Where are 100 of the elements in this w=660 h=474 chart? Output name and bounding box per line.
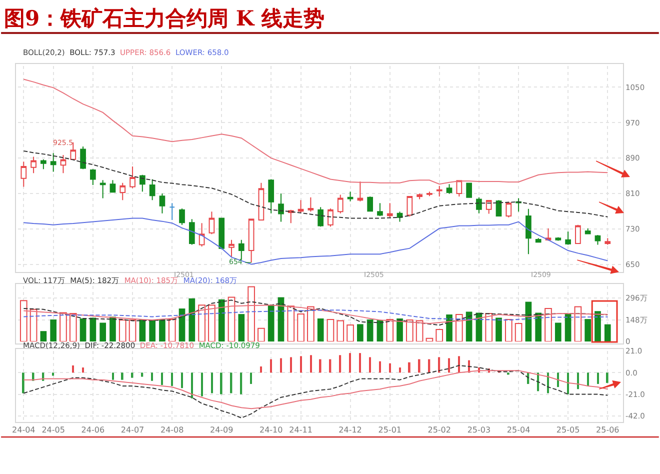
bar <box>379 361 381 373</box>
bar <box>72 365 74 373</box>
bar <box>554 322 562 342</box>
candlestick <box>367 196 374 212</box>
candlestick <box>258 182 264 221</box>
bar <box>587 372 589 386</box>
bar <box>52 372 54 376</box>
bar <box>406 320 414 342</box>
candlestick <box>298 200 304 213</box>
bar <box>151 372 154 381</box>
candlestick <box>179 208 185 226</box>
bar <box>504 318 512 342</box>
line-series <box>23 364 608 418</box>
bar <box>250 372 252 384</box>
bar <box>238 314 245 342</box>
bar <box>171 372 173 386</box>
bar <box>557 372 559 388</box>
bar <box>100 322 106 342</box>
bar <box>121 372 124 380</box>
bar <box>438 357 440 373</box>
bar <box>329 359 332 373</box>
candlestick <box>218 218 225 250</box>
bar <box>485 312 493 342</box>
bar <box>149 319 156 342</box>
candlestick <box>198 222 205 248</box>
x-tick-label: 24-12 <box>338 426 362 435</box>
x-tick-label: 25-06 <box>596 426 620 435</box>
bar <box>188 298 196 342</box>
line-series <box>23 300 608 326</box>
bar <box>525 302 532 342</box>
bar <box>60 312 67 342</box>
candlestick <box>40 158 46 170</box>
bar <box>310 355 312 373</box>
bar <box>594 311 601 342</box>
bar <box>280 358 282 373</box>
line-series <box>23 304 608 324</box>
candlestick <box>140 174 146 192</box>
bar <box>436 328 444 342</box>
x-tick-label: 25-01 <box>378 426 402 435</box>
bar <box>118 320 126 342</box>
bar <box>82 367 84 373</box>
bar <box>80 318 86 342</box>
candlestick <box>328 208 334 228</box>
candlestick <box>80 146 86 170</box>
bar <box>181 372 183 388</box>
bar <box>112 372 114 380</box>
bar <box>168 318 176 342</box>
bar <box>349 353 351 373</box>
candlestick <box>526 208 532 255</box>
candlestick <box>248 218 254 263</box>
bar <box>69 312 77 342</box>
candlestick <box>60 154 66 174</box>
candlestick <box>416 192 422 200</box>
bar <box>564 313 572 342</box>
candlestick <box>130 166 136 189</box>
bar <box>456 314 463 342</box>
bar <box>496 318 502 342</box>
bar <box>307 306 314 342</box>
x-tick-label: 24-09 <box>210 426 234 435</box>
bar <box>416 320 424 342</box>
bar <box>426 338 434 342</box>
x-tick-label: 25-03 <box>467 426 491 435</box>
candlestick <box>50 152 56 172</box>
bar <box>567 372 569 394</box>
bar <box>220 372 222 394</box>
x-tick-label: 24-08 <box>160 426 184 435</box>
candlestick <box>565 231 571 246</box>
bar <box>389 363 391 373</box>
bar <box>20 300 28 342</box>
bar <box>131 372 134 378</box>
bar <box>230 372 232 394</box>
bar <box>287 306 295 342</box>
bar <box>240 372 242 394</box>
candlestick <box>584 228 591 235</box>
candlestick <box>238 239 244 260</box>
candlestick <box>446 184 452 194</box>
candlestick <box>555 236 562 242</box>
bar <box>191 372 193 398</box>
candlestick <box>337 194 344 214</box>
bar <box>141 372 144 377</box>
candlestick <box>120 182 126 201</box>
bar <box>606 372 608 383</box>
candlestick <box>318 206 324 228</box>
candlestick <box>100 180 106 199</box>
bar <box>22 372 24 394</box>
candlestick <box>436 185 442 198</box>
bar <box>139 319 146 342</box>
bar <box>574 306 582 342</box>
bar <box>319 359 322 373</box>
bar <box>270 359 272 373</box>
candlestick <box>159 192 166 214</box>
candlestick <box>406 196 413 217</box>
bar <box>201 372 203 396</box>
candlestick <box>506 201 512 218</box>
bar <box>339 355 342 373</box>
bar <box>90 318 96 342</box>
bar <box>408 362 410 373</box>
x-tick-label: 25-04 <box>506 426 530 435</box>
bar <box>317 318 324 342</box>
x-tick-label: 24-06 <box>81 426 105 435</box>
